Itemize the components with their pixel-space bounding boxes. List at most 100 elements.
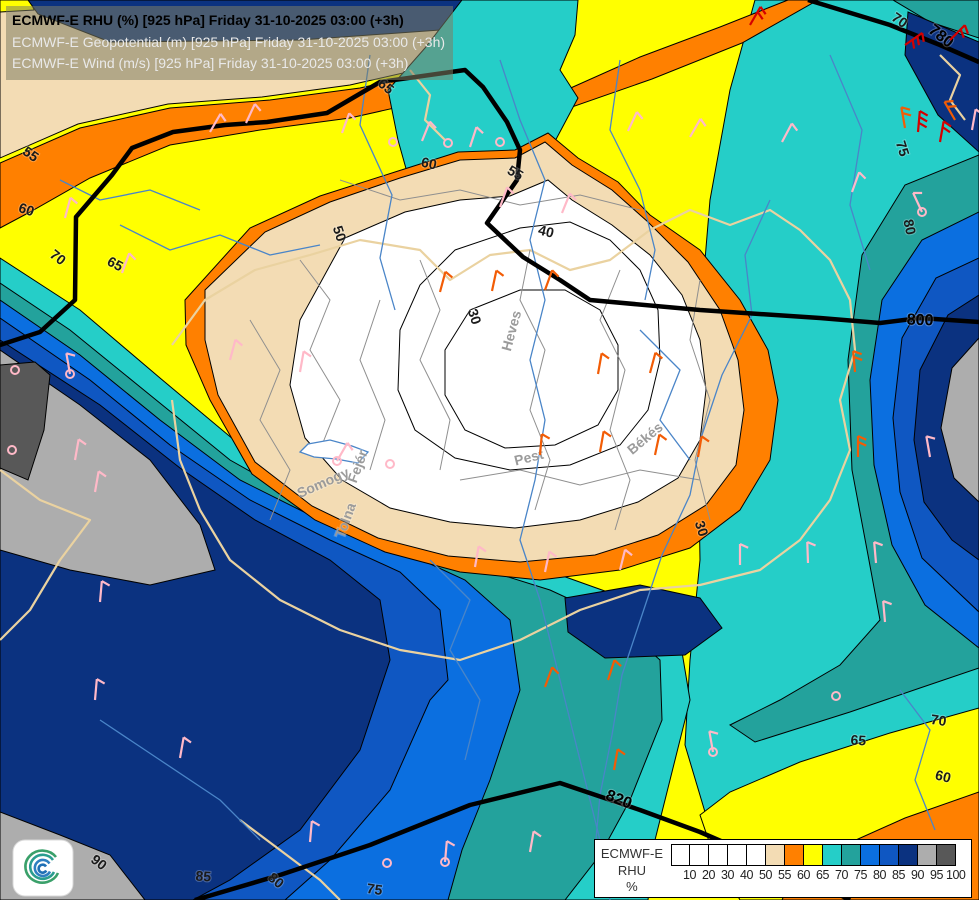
wind-barb xyxy=(10,365,20,375)
barb-tick xyxy=(941,126,951,134)
rh-region-ne-navy-patch xyxy=(904,11,979,153)
legend-param-label: RHU xyxy=(617,862,647,878)
wind-barb xyxy=(528,830,542,853)
river xyxy=(59,179,201,211)
county-border xyxy=(339,179,641,211)
barb-tick xyxy=(551,269,560,278)
barb-staff xyxy=(596,353,603,375)
country-border xyxy=(0,469,92,641)
rh-contour-label: 60 xyxy=(420,154,439,173)
barb-staff xyxy=(653,434,661,456)
barb-tick xyxy=(254,103,262,112)
wind-barb xyxy=(245,103,262,124)
legend-tick: 55 xyxy=(778,868,791,883)
barb-staff xyxy=(228,339,237,361)
wind-barb xyxy=(598,430,612,453)
barb-tick xyxy=(901,106,911,111)
legend-tick: 10 xyxy=(683,868,696,883)
barb-tick xyxy=(219,113,227,122)
calm-wind-icon xyxy=(917,207,927,217)
legend-swatch xyxy=(690,844,709,867)
legend-swatch xyxy=(861,844,880,867)
barb-tick xyxy=(709,730,719,735)
wind-barb xyxy=(340,112,357,134)
wind-barb xyxy=(618,548,633,571)
wind-barb xyxy=(308,820,321,843)
barb-staff xyxy=(900,107,907,129)
rh-region-e-lgray xyxy=(940,337,979,503)
wind-barb xyxy=(900,106,912,129)
barb-staff xyxy=(873,541,878,564)
wind-barb xyxy=(543,666,560,688)
river xyxy=(119,224,321,256)
barb-tick xyxy=(921,32,925,43)
legend-tick: 100 xyxy=(946,868,966,883)
legend-swatch xyxy=(747,844,766,867)
barb-tick xyxy=(98,470,107,478)
wind-barb xyxy=(473,545,487,568)
legend-tick: 65 xyxy=(816,868,829,883)
barb-tick xyxy=(603,430,612,438)
rh-contour-label: 60 xyxy=(934,767,953,786)
spiral-icon xyxy=(24,849,60,884)
wind-barb xyxy=(98,580,111,603)
barb-tick xyxy=(636,111,644,120)
title-wind: ECMWF-E Wind (m/s) [925 hPa] Friday 31-1… xyxy=(12,55,409,72)
barb-tick xyxy=(183,736,192,744)
legend-swatch xyxy=(709,844,728,867)
wind-barb xyxy=(852,350,863,373)
barb-tick xyxy=(759,6,767,15)
barb-staff xyxy=(543,666,554,688)
river xyxy=(639,329,691,461)
barb-staff xyxy=(308,820,313,843)
barb-staff xyxy=(336,442,349,462)
legend-swatch xyxy=(671,844,690,867)
legend-tick: 75 xyxy=(854,868,867,883)
barb-staff xyxy=(498,186,509,208)
barb-staff xyxy=(696,436,703,458)
geopotential-line-geo-800 xyxy=(0,67,979,348)
country-border xyxy=(239,819,341,900)
title-geopotential: ECMWF-E Geopotential (m) [925 hPa] Frida… xyxy=(12,33,446,50)
wind-barb xyxy=(781,122,799,143)
barb-tick xyxy=(234,338,244,347)
barb-staff xyxy=(612,749,619,771)
county-border xyxy=(359,299,386,471)
wind-barb xyxy=(388,137,398,147)
barb-tick xyxy=(701,435,710,443)
wind-barb xyxy=(63,196,79,219)
wind-barb xyxy=(332,442,354,466)
legend-tick: 50 xyxy=(759,868,772,883)
wind-barb xyxy=(970,108,979,131)
wind-barb xyxy=(904,32,925,49)
geopotential-label: 800 xyxy=(907,312,934,330)
barb-tick xyxy=(429,120,437,129)
river xyxy=(899,689,936,831)
barb-tick xyxy=(658,433,668,441)
barb-tick xyxy=(446,840,456,847)
wind-barb xyxy=(420,120,437,142)
geopotential-line-geo-780 xyxy=(807,0,979,65)
barb-tick xyxy=(947,105,957,109)
wind-barb xyxy=(73,438,87,461)
barb-tick xyxy=(303,350,312,358)
legend-tick: 60 xyxy=(797,868,810,883)
rh-region-ne-teal-corner xyxy=(892,0,979,39)
barb-staff xyxy=(63,197,72,219)
county-border xyxy=(249,319,291,521)
calm-wind-icon xyxy=(443,138,453,148)
barb-staff xyxy=(120,252,131,274)
county-border xyxy=(299,259,341,451)
county-border xyxy=(519,249,551,511)
rh-region-top-orange-stripe xyxy=(553,0,820,108)
legend-swatches xyxy=(671,844,965,867)
legend-unit-label: % xyxy=(626,878,638,894)
barb-tick xyxy=(478,545,487,553)
barb-staff xyxy=(916,110,921,133)
county-border xyxy=(419,259,451,471)
rh-contour-label: 30 xyxy=(465,307,485,327)
country-border xyxy=(409,69,446,141)
wind-barb xyxy=(490,269,505,292)
barb-tick xyxy=(943,120,952,128)
map-title-block: ECMWF-E RHU (%) [925 hPa] Friday 31-10-2… xyxy=(6,6,454,81)
